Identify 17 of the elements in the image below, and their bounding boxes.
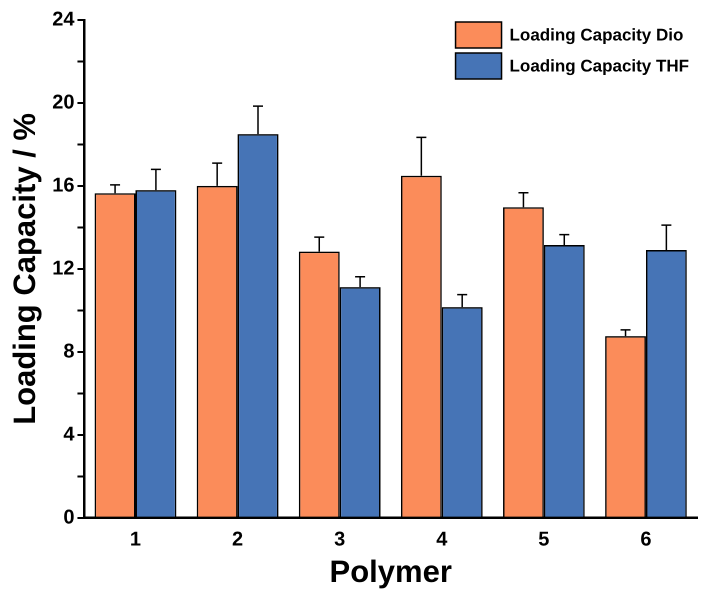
x-tick-label: 2: [232, 528, 244, 550]
x-axis-title: Polymer: [330, 554, 452, 589]
y-tick-label: 8: [63, 340, 74, 362]
y-axis-title: Loading Capacity / %: [7, 113, 42, 425]
x-tick-label: 3: [334, 528, 346, 550]
x-tick-label: 1: [130, 528, 142, 550]
x-tick-label: 6: [640, 528, 652, 550]
y-tick-label: 0: [63, 506, 74, 528]
y-tick-label: 12: [52, 257, 74, 280]
y-tick-label: 4: [63, 423, 76, 446]
y-tick-label: 20: [52, 91, 74, 114]
legend-label: Loading Capacity THF: [510, 56, 690, 76]
y-tick-label: 16: [52, 174, 74, 196]
legend-label: Loading Capacity Dio: [510, 26, 684, 45]
x-tick-label: 4: [436, 528, 448, 550]
y-tick-label: 24: [52, 8, 76, 31]
x-tick-label: 5: [538, 528, 550, 550]
